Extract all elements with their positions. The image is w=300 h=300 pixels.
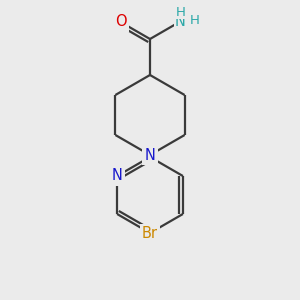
Text: N: N: [112, 169, 122, 184]
Text: O: O: [115, 14, 126, 29]
Text: Br: Br: [142, 226, 158, 242]
Text: N: N: [175, 14, 186, 28]
Text: N: N: [145, 148, 155, 163]
Text: H: H: [189, 14, 199, 26]
Text: H: H: [176, 5, 185, 19]
